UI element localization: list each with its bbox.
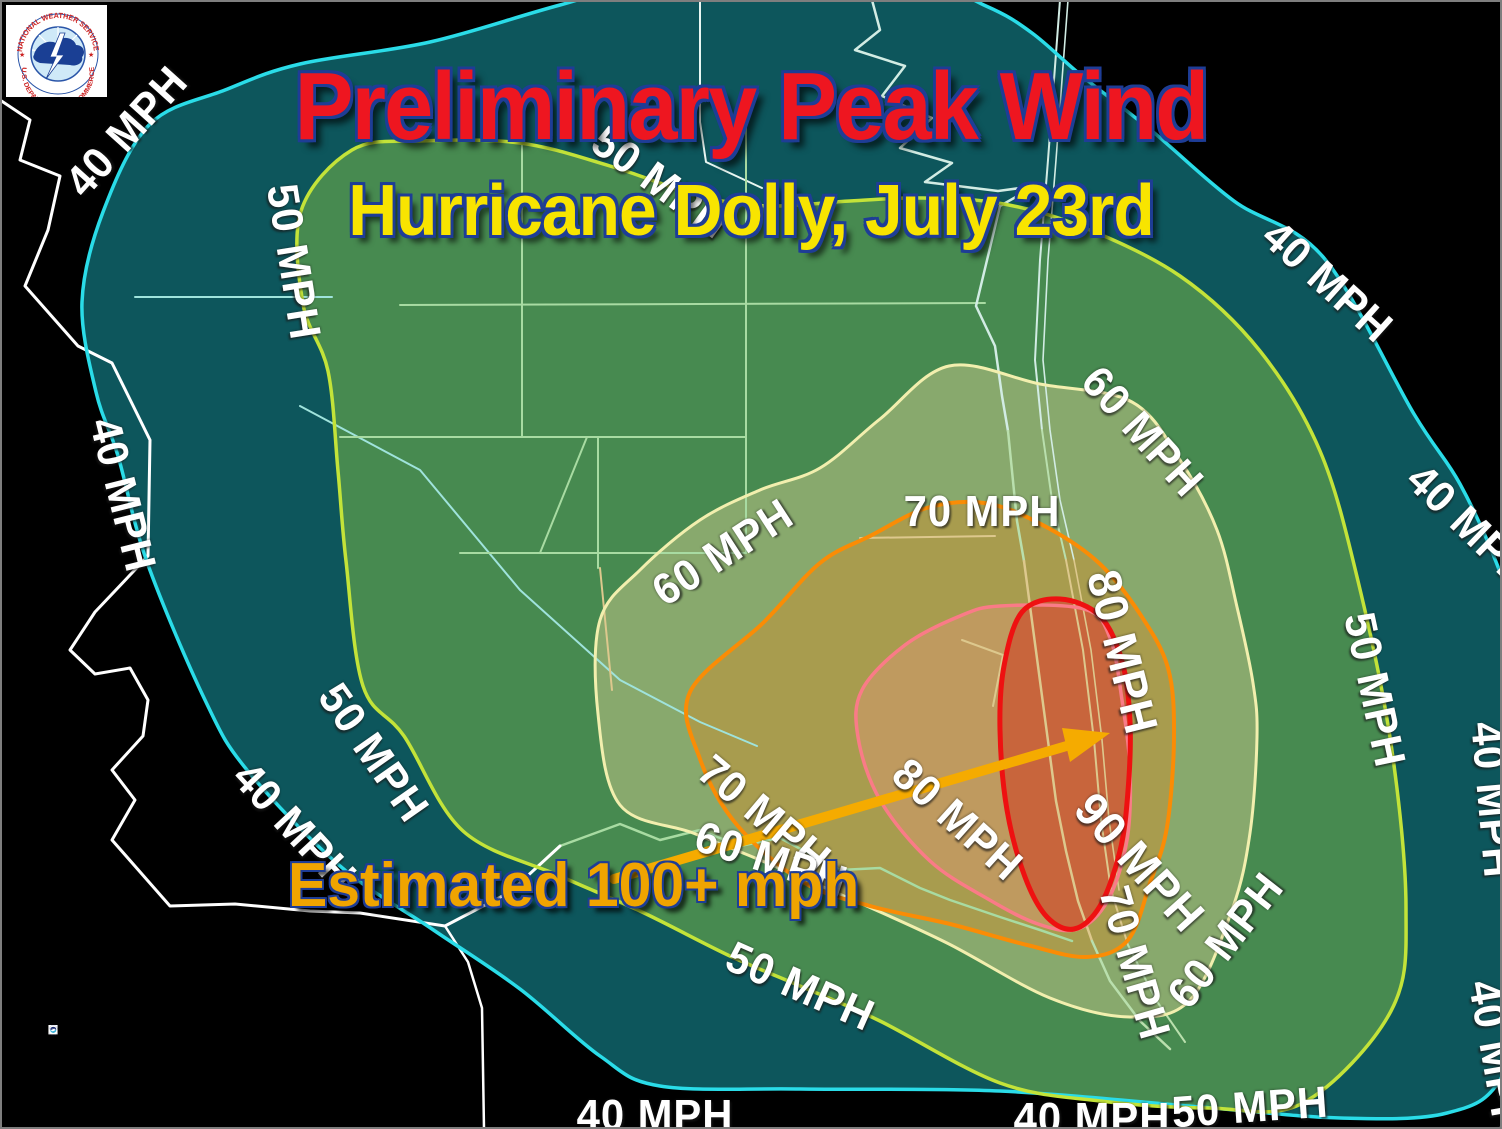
contour-line-80mph: [854, 603, 1133, 933]
star-icon: ★: [88, 51, 94, 59]
rio-grande-river: [558, 822, 1074, 943]
county-line: [961, 639, 1004, 707]
contour-line-40mph: [80, 0, 1502, 1121]
barrier-island-line: [1042, 0, 1075, 561]
contour-band-90mph: [999, 598, 1131, 930]
contour-lines: [80, 0, 1502, 1121]
county-line: [699, 0, 763, 189]
county-line: [299, 405, 758, 747]
peak-wind-arrow: [609, 728, 1110, 884]
mexico-border-line: [0, 98, 562, 928]
star-icon: ★: [19, 51, 25, 59]
coastline: [853, 0, 1037, 433]
barrier-island-line: [1041, 429, 1067, 561]
noaa-logo: NOAA NATIONAL OCEANIC AND ATMOSPHERIC AD…: [48, 1025, 58, 1036]
noaa-logo-globe: [50, 1026, 57, 1033]
map-subtitle: Hurricane Dolly, July 23rd: [348, 171, 1155, 251]
peak-wind-annotation: Estimated 100+ mph: [288, 851, 860, 920]
map-title: Preliminary Peak Wind: [294, 53, 1210, 160]
barrier-island-line: [1065, 559, 1129, 946]
contour-line-90mph: [997, 596, 1133, 932]
coastline: [1006, 429, 1026, 563]
county-line: [539, 436, 588, 554]
nws-logo-lightning-icon: [45, 32, 66, 80]
coastline: [1022, 559, 1094, 943]
contour-line-50mph: [295, 138, 1408, 1114]
barrier-island-line: [1073, 559, 1120, 891]
coastline: [1090, 939, 1172, 1051]
county-line: [399, 302, 986, 306]
noaa-logo-seagull-icon: [51, 1028, 56, 1032]
contour-label: 70 MPH: [903, 487, 1061, 536]
contour-label: 40 MPH: [1013, 1094, 1171, 1129]
nws-logo: NATIONAL WEATHER SERVICE U.S. DEPARTMENT…: [6, 5, 107, 97]
contour-line-60mph: [593, 363, 1259, 1019]
county-line: [599, 567, 613, 691]
contour-label: 40 MPH: [576, 1091, 734, 1129]
arrow-shaft: [609, 740, 1075, 884]
geography-lines: [0, 0, 1186, 1129]
county-line: [859, 535, 996, 539]
nws-logo-cloud: [33, 37, 84, 66]
barrier-island-line: [1034, 0, 1061, 431]
barrier-island-line: [1127, 944, 1186, 1043]
arrow-head: [1062, 728, 1110, 762]
contour-line-70mph: [684, 499, 1177, 960]
